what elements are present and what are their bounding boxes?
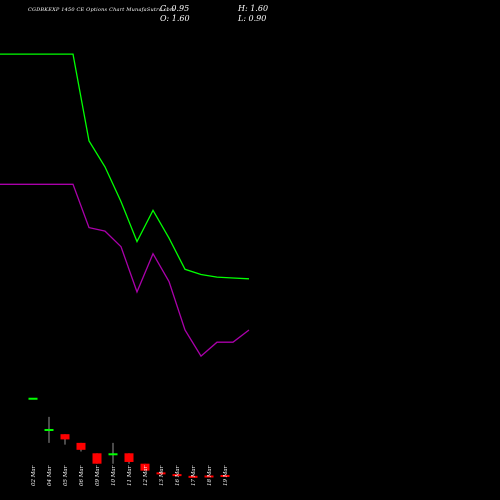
x-tick-label: 02 Mar bbox=[31, 465, 37, 486]
x-tick-label: 16 Mar bbox=[175, 465, 181, 486]
x-tick-label: 13 Mar bbox=[159, 465, 165, 486]
close-value: C: 0.95 bbox=[160, 4, 190, 13]
x-tick-label: 04 Mar bbox=[47, 465, 53, 486]
candle-body bbox=[76, 442, 86, 450]
candle-13-mar bbox=[156, 470, 166, 475]
candle-body bbox=[28, 397, 38, 400]
candle-body bbox=[188, 475, 198, 478]
candle-17-mar bbox=[188, 475, 198, 478]
x-tick-label: 19 Mar bbox=[223, 465, 229, 486]
candle-09-mar bbox=[92, 453, 102, 464]
x-tick-label: 06 Mar bbox=[79, 465, 85, 486]
candle-body bbox=[172, 474, 182, 477]
candle-body bbox=[204, 475, 214, 478]
x-tick-label: 18 Mar bbox=[207, 465, 213, 486]
x-tick-label: 11 Mar bbox=[127, 465, 133, 486]
candle-18-mar bbox=[204, 475, 214, 478]
low-value: L: 0.90 bbox=[238, 14, 267, 23]
chart-title: CGDBKEXP 1450 CE Options Chart MunafaSut… bbox=[28, 7, 175, 13]
indicator-line-2 bbox=[0, 183, 250, 358]
candle-10-mar bbox=[108, 442, 118, 464]
indicator-line-1 bbox=[0, 53, 250, 280]
x-tick-label: 12 Mar bbox=[143, 465, 149, 486]
candle-body bbox=[108, 453, 118, 456]
candle-11-mar bbox=[124, 453, 134, 464]
candle-body bbox=[92, 453, 102, 464]
candle-02-mar bbox=[28, 397, 38, 400]
candle-body bbox=[220, 474, 230, 477]
candle-16-mar bbox=[172, 474, 182, 477]
candle-05-mar bbox=[60, 434, 70, 445]
candle-body bbox=[140, 463, 150, 471]
candle-body bbox=[156, 472, 166, 475]
open-value: O: 1.60 bbox=[160, 14, 190, 23]
candle-04-mar bbox=[44, 416, 54, 443]
x-tick-label: 05 Mar bbox=[63, 465, 69, 486]
high-value: H: 1.60 bbox=[238, 4, 269, 13]
x-tick-label: 17 Mar bbox=[191, 465, 197, 486]
x-tick-label: 10 Mar bbox=[111, 465, 117, 486]
candle-19-mar bbox=[220, 474, 230, 477]
x-tick-label: 09 Mar bbox=[95, 465, 101, 486]
candle-body bbox=[44, 428, 54, 431]
candle-body bbox=[124, 453, 134, 462]
candle-06-mar bbox=[76, 442, 86, 452]
candle-12-mar bbox=[140, 463, 150, 471]
candle-body bbox=[60, 434, 70, 440]
